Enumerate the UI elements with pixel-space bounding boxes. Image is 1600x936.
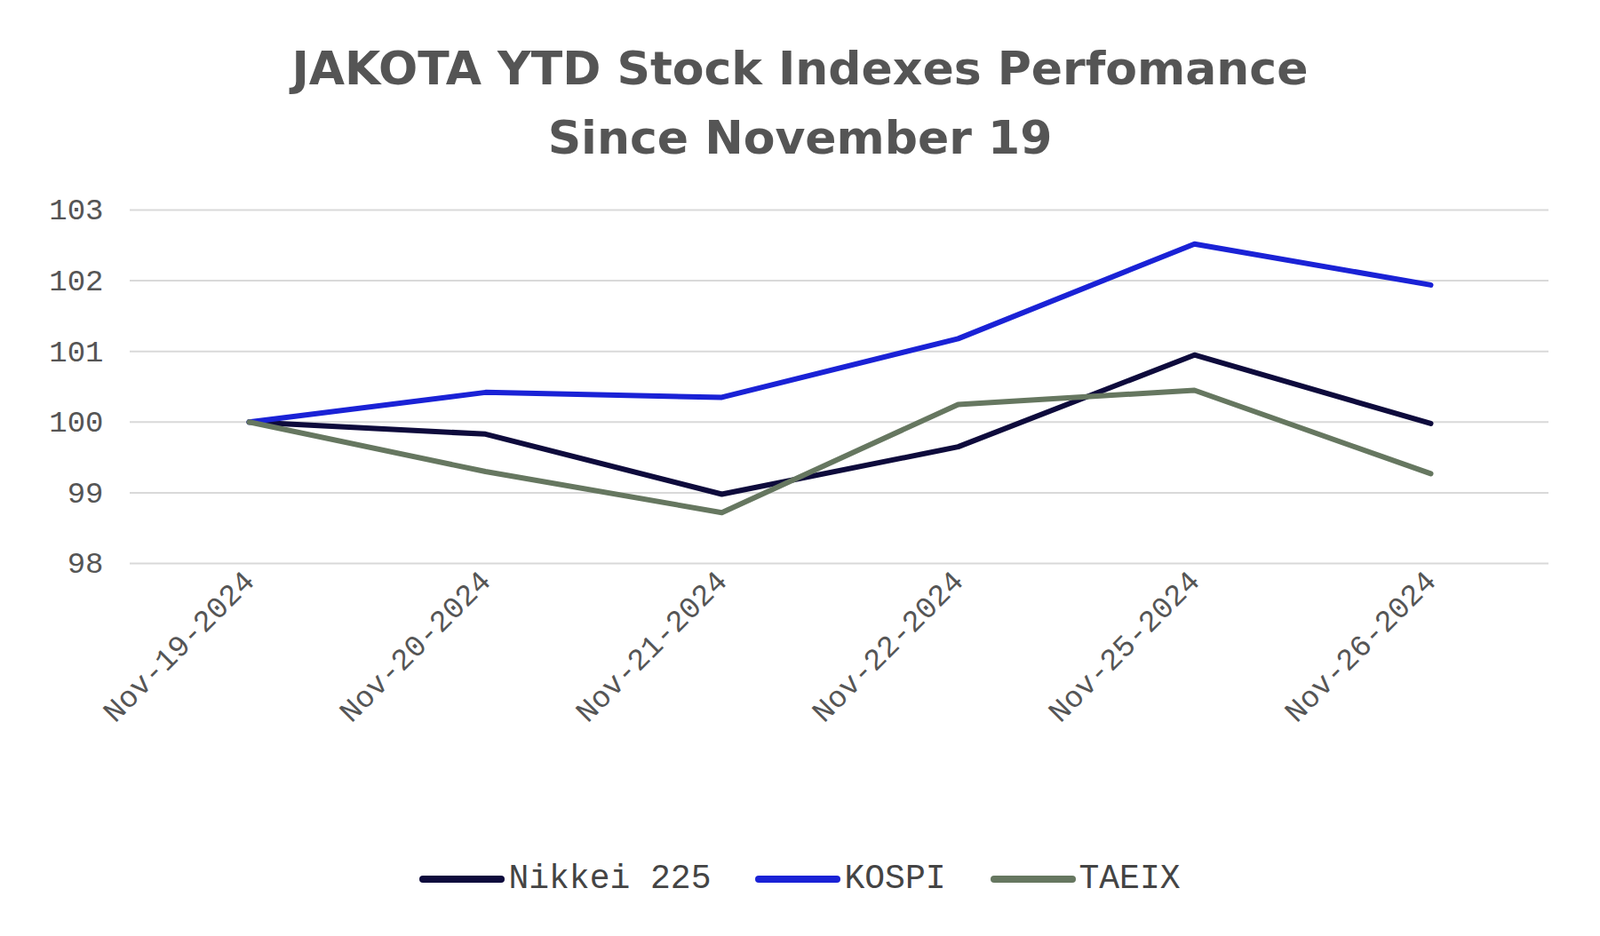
svg-text:99: 99 — [67, 477, 104, 512]
svg-text:Nov-22-2024: Nov-22-2024 — [806, 565, 972, 731]
svg-text:Nov-26-2024: Nov-26-2024 — [1279, 565, 1445, 731]
svg-text:Nov-20-2024: Nov-20-2024 — [334, 565, 500, 731]
svg-text:Nov-19-2024: Nov-19-2024 — [97, 565, 263, 731]
html-text:TAEIX: TAEIX — [1078, 859, 1181, 899]
svg-text:Nov-25-2024: Nov-25-2024 — [1042, 565, 1209, 731]
svg-text:Nov-21-2024: Nov-21-2024 — [570, 565, 736, 731]
svg-text:100: 100 — [48, 406, 104, 441]
svg-text:103: 103 — [48, 194, 104, 229]
svg-text:102: 102 — [48, 265, 104, 300]
svg-text:98: 98 — [67, 548, 104, 582]
html-text:Nikkei 225: Nikkei 225 — [508, 859, 712, 899]
html-text:JAKOTA YTD Stock Indexes Perfo: JAKOTA YTD Stock Indexes Perfomance Sinc… — [291, 41, 1309, 165]
html-text:KOSPI: KOSPI — [844, 859, 946, 899]
svg-text:101: 101 — [48, 336, 104, 371]
